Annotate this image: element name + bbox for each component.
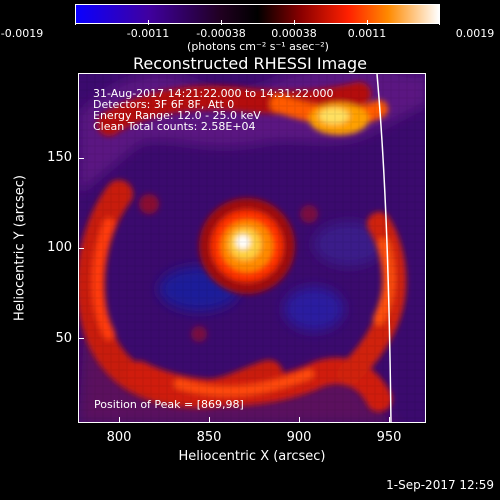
x-tick bbox=[209, 417, 210, 423]
colorbar-tick bbox=[294, 20, 295, 25]
colorbar-tick bbox=[439, 20, 440, 25]
colorbar-gradient bbox=[76, 5, 439, 23]
y-tick-label: 50 bbox=[55, 331, 72, 346]
footer-date: 1-Sep-2017 12:59 bbox=[386, 478, 494, 492]
info-time-range: 31-Aug-2017 14:21:22.000 to 14:31:22.000 bbox=[93, 87, 334, 100]
colorbar-units: (photons cm⁻² s⁻¹ asec⁻²) bbox=[187, 40, 329, 53]
colorbar-label: 0.0019 bbox=[455, 27, 495, 40]
colorbar-label: -0.0019 bbox=[0, 27, 44, 40]
colorbar-label: 0.00038 bbox=[271, 27, 317, 40]
colorbar-tick bbox=[367, 20, 368, 25]
solar-image bbox=[78, 73, 426, 423]
solar-limb-line bbox=[376, 74, 392, 422]
info-clean-counts: Clean Total counts: 2.58E+04 bbox=[93, 120, 256, 133]
x-axis-title: Heliocentric X (arcsec) bbox=[178, 449, 326, 464]
peak-position: Position of Peak = [869,98] bbox=[94, 398, 244, 411]
y-tick-label: 100 bbox=[47, 240, 72, 255]
colorbar-tick bbox=[221, 20, 222, 25]
x-tick-label: 800 bbox=[106, 430, 132, 445]
x-tick-label: 900 bbox=[286, 430, 312, 445]
colorbar-tick bbox=[75, 20, 76, 25]
rhessi-image bbox=[79, 74, 425, 422]
x-tick-label: 850 bbox=[196, 430, 222, 445]
y-tick-label: 150 bbox=[47, 150, 72, 165]
y-tick bbox=[78, 248, 84, 249]
colorbar-label: -0.00038 bbox=[196, 27, 246, 40]
colorbar-tick bbox=[148, 20, 149, 25]
colorbar-label: -0.0011 bbox=[126, 27, 170, 40]
x-tick-label: 950 bbox=[376, 430, 402, 445]
info-detectors: Detectors: 3F 6F 8F, Att 0 bbox=[93, 98, 235, 111]
page-title: Reconstructed RHESSI Image bbox=[133, 54, 367, 73]
x-tick bbox=[299, 417, 300, 423]
colorbar-label: 0.0011 bbox=[347, 27, 387, 40]
y-axis-title: Heliocentric Y (arcsec) bbox=[12, 175, 28, 321]
x-tick bbox=[119, 417, 120, 423]
y-tick bbox=[78, 158, 84, 159]
y-tick bbox=[78, 338, 84, 339]
info-energy-range: Energy Range: 12.0 - 25.0 keV bbox=[93, 109, 261, 122]
colorbar bbox=[75, 4, 440, 24]
x-tick bbox=[389, 417, 390, 423]
